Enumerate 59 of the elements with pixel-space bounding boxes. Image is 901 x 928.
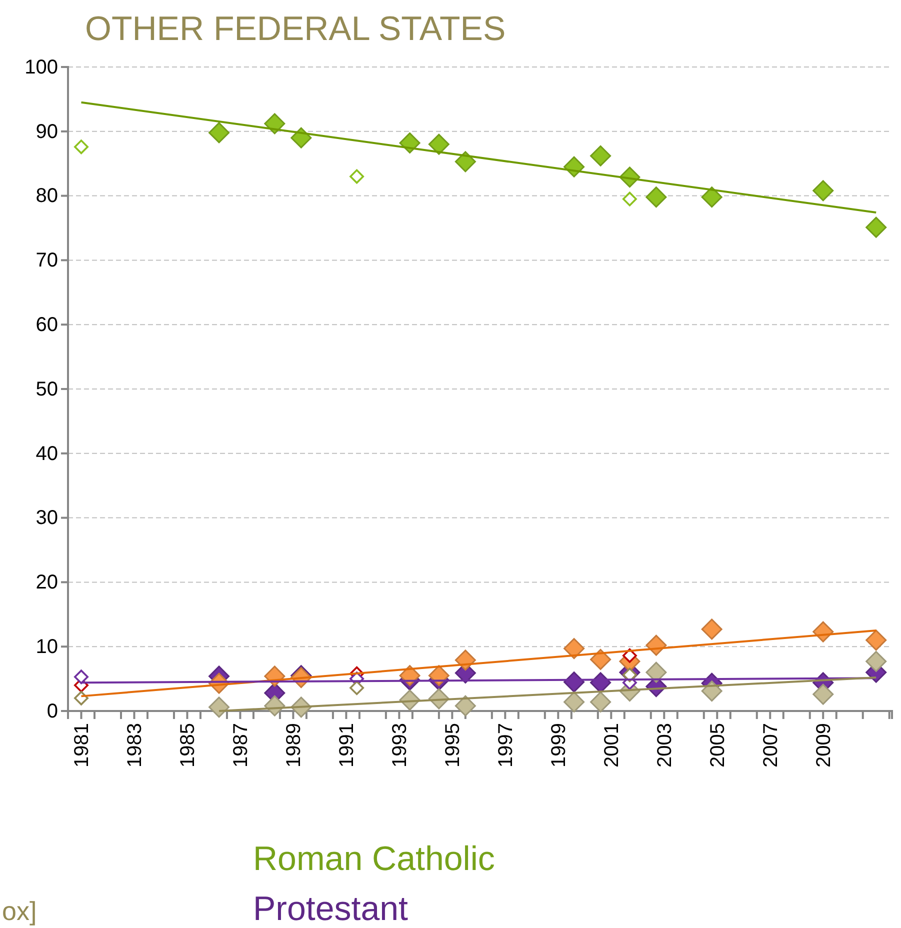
- x-tick-label: 1999: [548, 723, 570, 768]
- point: [590, 691, 612, 712]
- x-tick-label: 2009: [813, 723, 836, 768]
- x-tick-label: 2007: [760, 723, 782, 768]
- x-tick-label: 1981: [71, 723, 94, 768]
- point: [74, 140, 88, 154]
- point: [812, 180, 834, 202]
- x-tick-label: 1987: [230, 723, 252, 768]
- point: [866, 650, 887, 672]
- point: [74, 670, 88, 684]
- y-tick-label: 60: [36, 314, 58, 336]
- point: [701, 186, 722, 208]
- point: [646, 662, 667, 683]
- y-tick-label: 90: [36, 120, 58, 143]
- point: [399, 132, 420, 154]
- point: [264, 113, 286, 134]
- point: [208, 122, 230, 144]
- x-tick-label: 1995: [442, 723, 464, 768]
- y-tick-label: 30: [36, 507, 58, 530]
- point: [590, 145, 612, 166]
- point: [428, 134, 450, 155]
- text: Protestant: [253, 890, 409, 928]
- point: [646, 186, 667, 208]
- x-tick-label: 2003: [654, 723, 676, 768]
- point: [564, 691, 585, 712]
- x-tick-label: 1991: [336, 723, 358, 768]
- y-tick-label: 20: [36, 572, 58, 594]
- text: ox]: [2, 896, 37, 926]
- x-tick-label: 1983: [124, 723, 146, 768]
- point: [701, 680, 722, 702]
- point: [564, 638, 585, 660]
- point: [350, 680, 364, 696]
- point: [454, 695, 476, 716]
- x-tick-label: 1993: [389, 723, 412, 768]
- x-tick-label: 1989: [283, 723, 306, 768]
- point: [812, 684, 834, 705]
- point: [454, 151, 476, 172]
- y-tick-label: 80: [36, 185, 58, 208]
- x-tick-label: 1997: [495, 723, 518, 768]
- chart-title: OTHER FEDERAL STATES: [85, 10, 506, 48]
- text: Roman Catholic: [253, 840, 495, 878]
- point: [866, 630, 887, 651]
- x-tick-label: 1985: [177, 723, 200, 768]
- point: [208, 696, 230, 718]
- y-tick-label: 100: [24, 56, 58, 78]
- x-tick-label: 2005: [707, 723, 730, 768]
- point: [622, 192, 637, 206]
- point: [622, 668, 637, 682]
- y-tick-label: 0: [46, 700, 58, 722]
- y-tick-label: 50: [36, 378, 58, 400]
- point: [590, 648, 612, 670]
- point: [622, 648, 637, 663]
- y-tick-label: 10: [36, 636, 58, 658]
- y-tick-label: 70: [36, 250, 58, 272]
- y-tick-label: 40: [36, 442, 58, 465]
- point: [350, 169, 364, 184]
- x-tick-label: 2001: [601, 723, 624, 768]
- point: [701, 618, 722, 640]
- point: [866, 216, 887, 238]
